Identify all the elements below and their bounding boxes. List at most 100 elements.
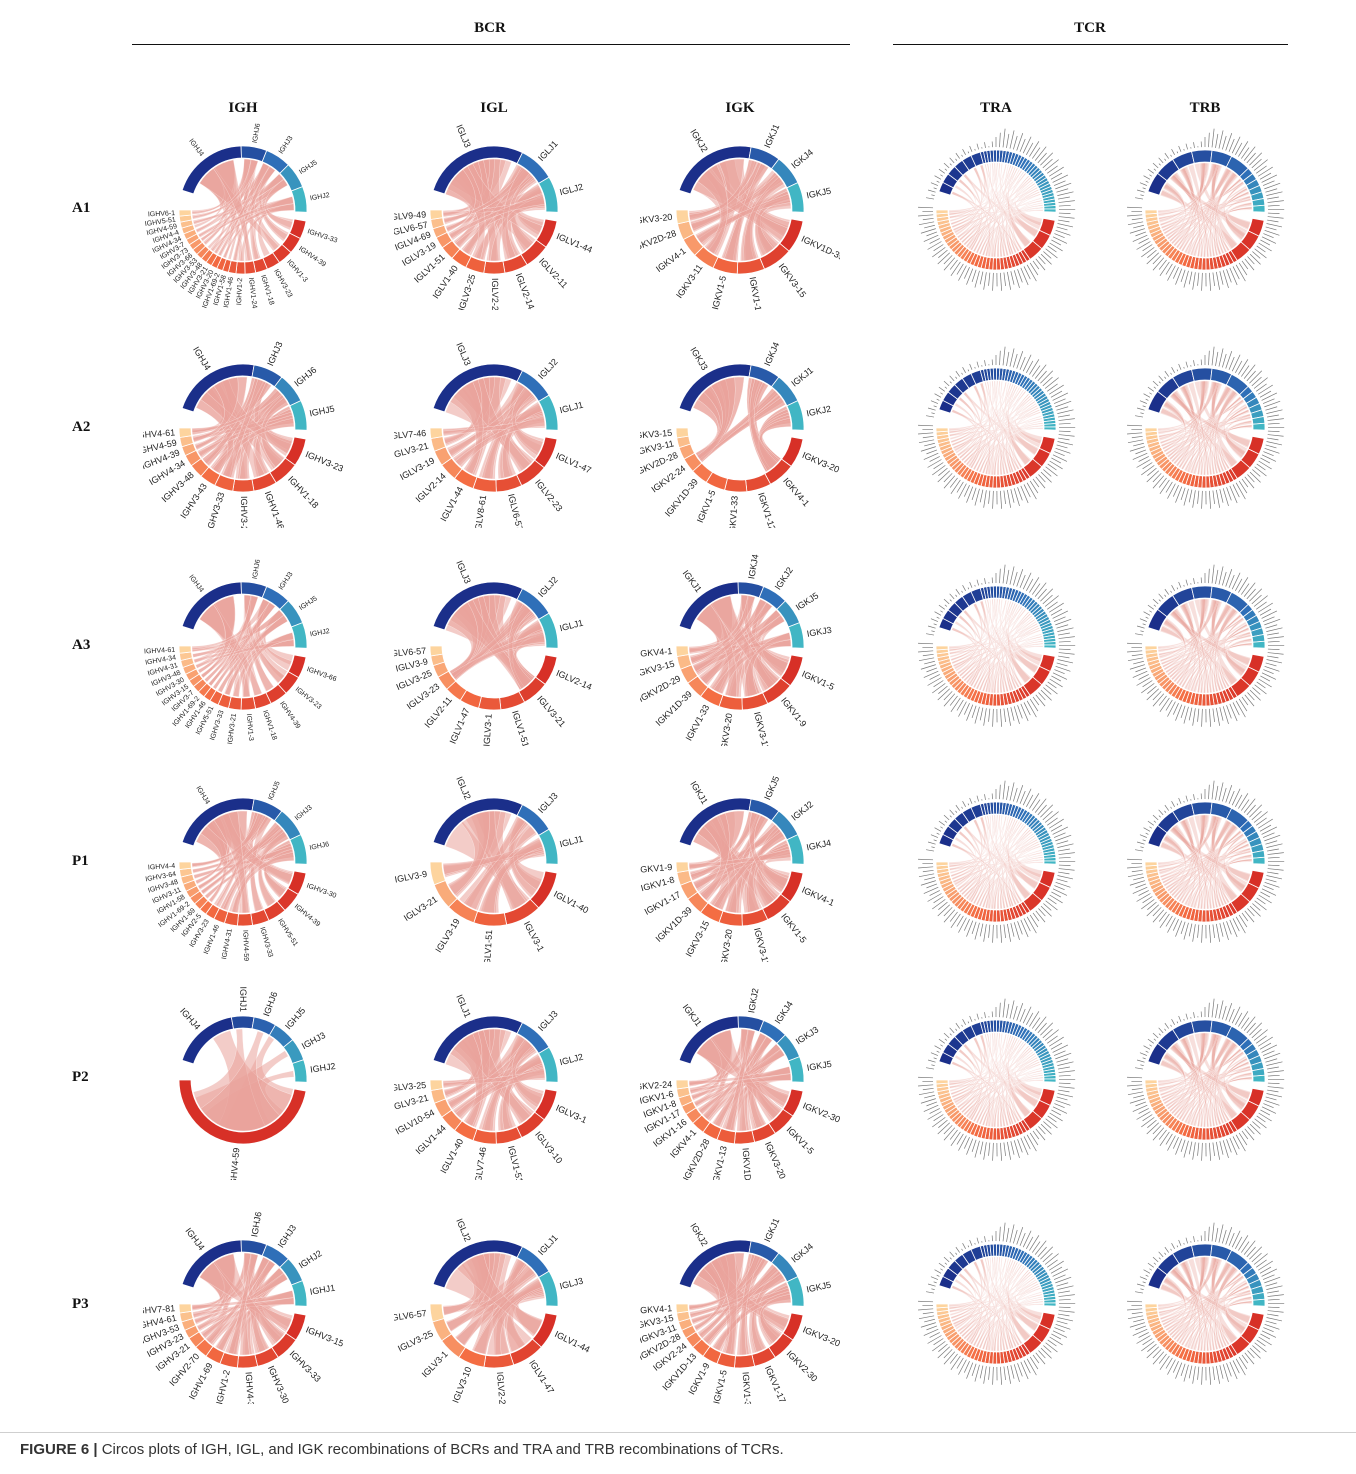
gene-label-tick: [1041, 906, 1052, 916]
gene-label-tick: [1159, 1034, 1161, 1036]
gene-label-tick: [934, 624, 937, 625]
gene-label-tick: [1268, 1087, 1284, 1089]
gene-label-tick: [1184, 585, 1185, 587]
gene-label-tick: [1239, 1133, 1247, 1145]
gene-label-tick: [945, 605, 947, 607]
gene-label-tick: [1260, 458, 1270, 463]
gene-label-tick: [1054, 1275, 1065, 1280]
gene-label-tick: [1193, 1366, 1196, 1383]
v-gene-gene-label: IGLV2-14: [414, 471, 448, 504]
gene-label-tick: [1058, 872, 1069, 874]
gene-label-tick: [1179, 582, 1181, 588]
gene-label-tick: [1220, 1141, 1223, 1154]
gene-label-tick: [985, 360, 986, 366]
gene-label-tick: [975, 489, 980, 506]
gene-label-tick: [1135, 450, 1145, 454]
gene-label-tick: [985, 142, 986, 148]
gene-label-tick: [944, 1033, 949, 1038]
gene-label-tick: [963, 367, 966, 373]
gene-label-tick: [1216, 1004, 1218, 1018]
gene-label-tick: [1255, 901, 1267, 910]
gene-label-tick: [1262, 455, 1276, 462]
circos-plot-p3-trb: [1105, 1204, 1305, 1404]
gene-label-tick: [977, 1238, 979, 1244]
gene-label-tick: [919, 658, 934, 661]
gene-label-tick: [1154, 605, 1156, 607]
gene-label-tick: [1219, 782, 1223, 800]
gene-label-tick: [1046, 1119, 1058, 1128]
v-gene-gene-label: IGHV1-46: [263, 490, 286, 528]
gene-label-tick: [1011, 923, 1014, 936]
gene-label-tick: [928, 408, 935, 410]
gene-label-tick: [1137, 242, 1151, 250]
gene-label-tick: [958, 266, 966, 281]
gene-label-tick: [1220, 271, 1223, 284]
gene-label-tick: [1186, 580, 1188, 586]
v-gene-gene-label: IGLV1-40: [438, 1137, 465, 1175]
gene-label-tick: [1057, 445, 1068, 448]
gene-label-tick: [1140, 413, 1143, 414]
gene-label-tick: [1000, 1367, 1001, 1385]
gene-label-tick: [1050, 895, 1063, 903]
gene-label-tick: [1011, 489, 1014, 502]
gene-label-tick: [1262, 673, 1276, 680]
gene-label-tick: [1059, 857, 1071, 858]
gene-label-tick: [984, 1366, 987, 1383]
gene-label-tick: [1130, 665, 1145, 670]
gene-label-tick: [940, 1269, 942, 1271]
gene-label-tick: [980, 924, 983, 937]
gene-label-tick: [1000, 785, 1001, 799]
gene-label-tick: [1172, 801, 1175, 807]
gene-label-tick: [1213, 491, 1215, 504]
gene-label-tick: [918, 1301, 933, 1302]
j-gene-gene-label: IGLJ3: [536, 1009, 560, 1033]
v-gene-segment: [233, 479, 254, 492]
gene-label-tick: [1058, 415, 1070, 417]
j-gene-gene-label: IGLJ1: [558, 618, 584, 634]
gene-label-tick: [1230, 704, 1237, 721]
gene-label-tick: [1153, 1128, 1164, 1141]
gene-label-tick: [1033, 697, 1039, 705]
gene-label-tick: [1153, 258, 1164, 271]
gene-label-tick: [1268, 419, 1284, 421]
v-gene-segment: [997, 910, 1001, 922]
gene-label-tick: [1268, 201, 1284, 203]
j-gene-gene-label: IGKJ1: [762, 123, 781, 150]
gene-label-tick: [1011, 1141, 1014, 1154]
v-gene-gene-label: IGHV4-59: [228, 1147, 241, 1180]
gene-label-tick: [1153, 476, 1164, 489]
gene-label-tick: [1239, 915, 1247, 927]
gene-label-tick: [1262, 889, 1276, 896]
gene-label-tick: [1159, 810, 1164, 815]
gene-label-tick: [1254, 1254, 1268, 1265]
gene-label-tick: [1057, 1286, 1073, 1290]
gene-label-tick: [1007, 490, 1010, 508]
gene-label-tick: [1241, 1018, 1249, 1029]
gene-label-tick: [931, 1065, 934, 1066]
gene-label-tick: [918, 433, 933, 434]
v-gene-gene-label: IGKV3-11: [674, 262, 704, 300]
circos-plot-p1-trb: [1105, 762, 1305, 962]
gene-label-tick: [963, 585, 966, 591]
gene-label-tick: [931, 195, 934, 196]
gene-label-tick: [1193, 924, 1196, 941]
gene-label-tick: [951, 1356, 960, 1370]
v-gene-gene-label: IGHV3-33: [205, 491, 227, 528]
v-gene-gene-label: IGHV4-39: [293, 903, 321, 928]
gene-label-tick: [956, 595, 957, 597]
v-gene-gene-label: IGKV3-20: [801, 1324, 840, 1348]
gene-label-tick: [1054, 452, 1064, 456]
gene-label-tick: [1040, 805, 1052, 817]
gene-label-tick: [1222, 1230, 1226, 1243]
v-gene-segment: [1145, 1304, 1157, 1308]
gene-label-tick: [1143, 188, 1146, 189]
gene-label-tick: [1252, 1253, 1262, 1262]
gene-label-tick: [975, 271, 980, 288]
gene-label-tick: [1250, 1348, 1261, 1358]
gene-label-tick: [1179, 364, 1181, 370]
gene-label-tick: [1153, 1257, 1158, 1262]
v-gene-gene-label: IGKV3-20: [801, 450, 840, 475]
j-gene-gene-label: IGKJ5: [762, 775, 781, 802]
gene-label-tick: [940, 611, 942, 613]
gene-label-tick: [945, 387, 947, 389]
